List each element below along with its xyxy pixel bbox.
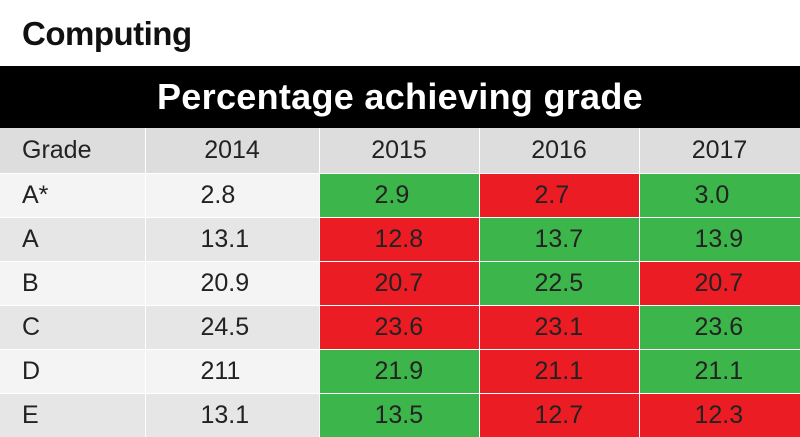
value-cell-2015: 13.5: [319, 393, 480, 437]
value-cell-2014: 211: [145, 349, 320, 394]
grade-label: B: [0, 261, 146, 306]
value-cell-2015: 21.9: [319, 349, 480, 394]
table-title-banner: Percentage achieving grade: [0, 66, 800, 128]
value-cell-2014: 20.9: [145, 261, 320, 306]
column-header-2016: 2016: [479, 128, 640, 174]
table-row: E 13.1 13.5 12.7 12.3: [0, 393, 800, 437]
column-header-2015: 2015: [319, 128, 480, 174]
column-header-2014: 2014: [145, 128, 320, 174]
value-cell-2015: 23.6: [319, 305, 480, 350]
value-cell-2017: 3.0: [639, 173, 800, 218]
table-row: A 13.1 12.8 13.7 13.9: [0, 217, 800, 262]
value-cell-2016: 2.7: [479, 173, 640, 218]
grade-label: A: [0, 217, 146, 262]
table-row: D 211 21.9 21.1 21.1: [0, 349, 800, 394]
table-row: A* 2.8 2.9 2.7 3.0: [0, 173, 800, 218]
grades-table: Grade 2014 2015 2016 2017 A* 2.8 2.9 2.7 3.0…: [0, 128, 800, 437]
value-cell-2014: 24.5: [145, 305, 320, 350]
value-cell-2014: 13.1: [145, 217, 320, 262]
value-cell-2017: 20.7: [639, 261, 800, 306]
table-row: C 24.5 23.6 23.1 23.6: [0, 305, 800, 350]
value-cell-2016: 13.7: [479, 217, 640, 262]
value-cell-2015: 20.7: [319, 261, 480, 306]
value-cell-2016: 12.7: [479, 393, 640, 437]
value-cell-2017: 23.6: [639, 305, 800, 350]
grade-label: D: [0, 349, 146, 394]
value-cell-2016: 23.1: [479, 305, 640, 350]
grade-label: E: [0, 393, 146, 437]
column-header-2017: 2017: [639, 128, 800, 174]
value-cell-2016: 21.1: [479, 349, 640, 394]
value-cell-2017: 21.1: [639, 349, 800, 394]
column-header-grade: Grade: [0, 128, 146, 174]
grade-label: A*: [0, 173, 146, 218]
table-row: B 20.9 20.7 22.5 20.7: [0, 261, 800, 306]
value-cell-2017: 12.3: [639, 393, 800, 437]
grade-label: C: [0, 305, 146, 350]
subject-title: Computing: [22, 15, 192, 52]
value-cell-2017: 13.9: [639, 217, 800, 262]
table-header-row: Grade 2014 2015 2016 2017: [0, 128, 800, 174]
value-cell-2014: 13.1: [145, 393, 320, 437]
table-body: A* 2.8 2.9 2.7 3.0 A 13.1 12.8 13.7 13.9 B 20.9 20.7…: [0, 173, 800, 437]
value-cell-2016: 22.5: [479, 261, 640, 306]
value-cell-2015: 12.8: [319, 217, 480, 262]
value-cell-2014: 2.8: [145, 173, 320, 218]
value-cell-2015: 2.9: [319, 173, 480, 218]
